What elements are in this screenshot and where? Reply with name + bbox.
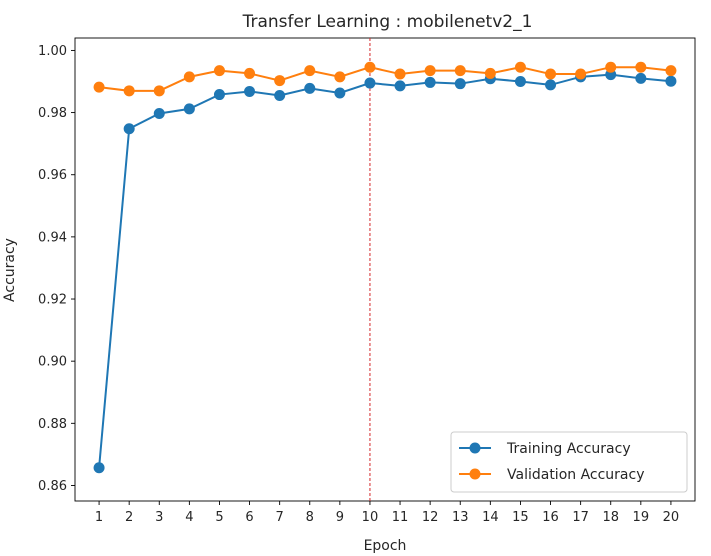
data-point <box>635 61 647 73</box>
y-axis: 0.86 0.88 0.90 0.92 0.94 0.96 0.98 1.00 <box>38 44 75 494</box>
y-tick-label: 1.00 <box>38 44 67 59</box>
data-point <box>484 67 496 79</box>
data-point <box>364 77 376 89</box>
x-tick-label: 14 <box>482 510 499 525</box>
data-point <box>274 89 286 101</box>
data-point <box>665 65 677 77</box>
data-point <box>93 81 105 93</box>
data-point <box>394 80 406 92</box>
x-tick-label: 3 <box>155 510 163 525</box>
data-point <box>244 85 256 97</box>
legend-label: Validation Accuracy <box>507 467 645 483</box>
x-axis: 1 2 3 4 5 6 7 8 9 10 11 12 13 14 15 16 17 18 19 20 <box>95 501 679 525</box>
data-point <box>153 85 165 97</box>
y-tick-label: 0.86 <box>38 479 67 494</box>
x-tick-label: 5 <box>215 510 223 525</box>
data-point <box>123 123 135 135</box>
chart-title: Transfer Learning : mobilenetv2_1 <box>242 12 533 32</box>
y-tick-label: 0.96 <box>38 168 67 183</box>
data-point <box>454 65 466 77</box>
data-point <box>123 85 135 97</box>
x-tick-label: 16 <box>542 510 559 525</box>
data-point <box>93 462 105 474</box>
data-point <box>334 71 346 83</box>
x-tick-label: 4 <box>185 510 193 525</box>
y-tick-label: 0.94 <box>38 230 67 245</box>
series-layer <box>93 61 677 474</box>
x-tick-label: 2 <box>125 510 133 525</box>
y-axis-label: Accuracy <box>2 238 18 302</box>
data-point <box>183 103 195 115</box>
data-point <box>545 79 557 91</box>
data-point <box>213 65 225 77</box>
data-point <box>605 61 617 73</box>
x-tick-label: 19 <box>633 510 650 525</box>
x-tick-label: 18 <box>602 510 619 525</box>
data-point <box>364 61 376 73</box>
legend-box <box>450 431 688 493</box>
data-point <box>424 76 436 88</box>
x-tick-label: 20 <box>663 510 680 525</box>
data-point <box>394 68 406 80</box>
x-tick-label: 7 <box>276 510 284 525</box>
data-point <box>274 75 286 87</box>
data-point <box>575 68 587 80</box>
data-point <box>424 65 436 77</box>
legend-marker <box>469 468 481 480</box>
data-point <box>454 78 466 90</box>
legend: Training Accuracy Validation Accuracy <box>450 431 688 493</box>
x-tick-label: 11 <box>392 510 409 525</box>
data-point <box>304 82 316 94</box>
data-point <box>153 108 165 120</box>
y-tick-label: 0.98 <box>38 106 67 121</box>
x-tick-label: 6 <box>245 510 253 525</box>
x-tick-label: 17 <box>572 510 589 525</box>
data-point <box>665 75 677 87</box>
x-tick-label: 15 <box>512 510 529 525</box>
x-tick-label: 10 <box>362 510 379 525</box>
data-point <box>304 65 316 77</box>
x-tick-label: 8 <box>306 510 314 525</box>
data-point <box>635 72 647 84</box>
x-axis-label: Epoch <box>364 538 407 554</box>
legend-label: Training Accuracy <box>506 441 631 457</box>
x-tick-label: 13 <box>452 510 469 525</box>
y-tick-label: 0.88 <box>38 417 67 432</box>
y-tick-label: 0.92 <box>38 293 67 308</box>
data-point <box>545 68 557 80</box>
data-point <box>334 87 346 99</box>
data-point <box>213 89 225 101</box>
series-line-0 <box>98 73 672 468</box>
x-tick-label: 9 <box>336 510 344 525</box>
x-tick-label: 12 <box>422 510 439 525</box>
y-tick-label: 0.90 <box>38 355 67 370</box>
data-point <box>514 61 526 73</box>
data-point <box>244 67 256 79</box>
data-point <box>183 71 195 83</box>
plot-area <box>74 37 696 502</box>
x-tick-label: 1 <box>95 510 103 525</box>
legend-marker <box>469 442 481 454</box>
data-point <box>514 76 526 88</box>
